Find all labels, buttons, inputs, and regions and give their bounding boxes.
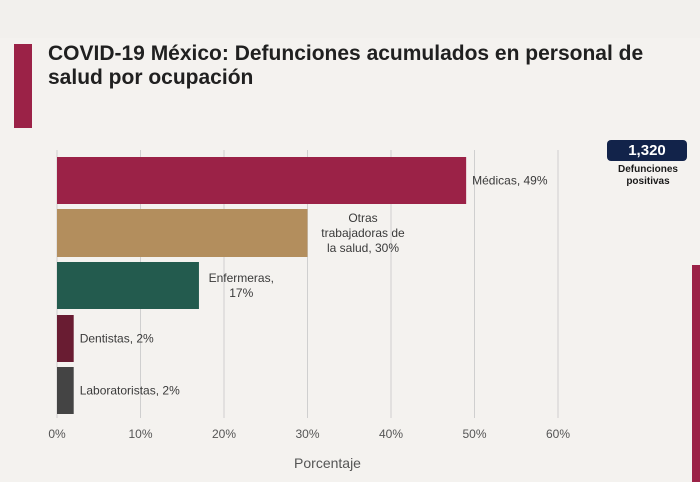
bar-otras-trabajadoras-de-la-salud: [57, 209, 308, 257]
data-label: 17%: [229, 286, 253, 300]
x-tick-label: 50%: [462, 427, 486, 441]
x-tick-label: 30%: [295, 427, 319, 441]
top-decoration-band: [0, 0, 700, 38]
badge-caption-line2: positivas: [626, 176, 670, 187]
chart-title-line1: COVID-19 México: Defunciones acumulados …: [48, 42, 644, 65]
right-accent-bar: [692, 265, 700, 482]
x-tick-label: 40%: [379, 427, 403, 441]
chart-title: COVID-19 México: Defunciones acumulados …: [48, 42, 698, 90]
title-accent-bar: [14, 44, 32, 128]
data-label: la salud, 30%: [327, 241, 399, 255]
data-label: Otras: [348, 211, 377, 225]
data-label: Enfermeras,: [209, 271, 274, 285]
x-axis-title: Porcentaje: [294, 455, 361, 471]
total-deaths-badge: 1,320: [607, 140, 687, 161]
badge-caption: Defunciones positivas: [596, 164, 700, 188]
x-tick-label: 20%: [212, 427, 236, 441]
x-tick-label: 10%: [128, 427, 152, 441]
data-label: Médicas, 49%: [472, 174, 548, 188]
chart-title-line2: salud por ocupación: [48, 66, 254, 89]
data-label: Dentistas, 2%: [80, 332, 154, 346]
data-label: trabajadoras de: [321, 226, 405, 240]
data-label: Laboratoristas, 2%: [80, 384, 180, 398]
bar-laboratoristas: [57, 367, 74, 414]
x-tick-label: 0%: [48, 427, 66, 441]
bar-enfermeras: [57, 262, 199, 309]
bar-dentistas: [57, 315, 74, 362]
x-tick-label: 60%: [546, 427, 570, 441]
badge-caption-line1: Defunciones: [617, 164, 678, 175]
bar-médicas: [57, 157, 467, 204]
